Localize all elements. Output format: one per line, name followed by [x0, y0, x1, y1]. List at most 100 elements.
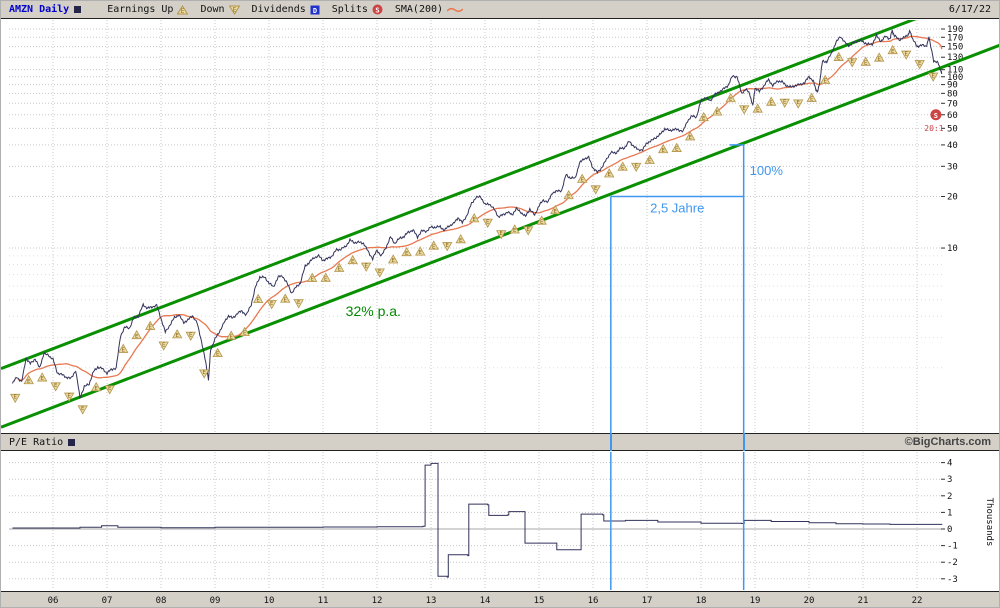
earnings-down-marker: [64, 392, 75, 402]
earnings-up-marker: [212, 347, 223, 357]
svg-text:E: E: [594, 186, 597, 192]
earnings-up-marker: [455, 233, 466, 244]
earnings-down-marker: [739, 105, 750, 115]
earnings-down-marker: [482, 218, 493, 228]
svg-text:20: 20: [947, 192, 958, 202]
svg-text:E: E: [702, 116, 705, 122]
legend-splits-label: Splits: [331, 4, 368, 15]
earnings-up-marker: [820, 74, 831, 84]
svg-text:170: 170: [947, 33, 963, 43]
svg-text:E: E: [176, 333, 179, 339]
earnings-up-marker: [131, 329, 142, 340]
year-tick-11: 11: [317, 596, 329, 606]
earnings-up-marker: [685, 131, 696, 141]
svg-text:D: D: [313, 7, 317, 15]
earnings-up-marker: [617, 161, 628, 171]
svg-text:E: E: [581, 178, 584, 184]
dividends-icon: D: [310, 5, 320, 15]
svg-text:E: E: [473, 217, 476, 223]
svg-text:E: E: [311, 277, 314, 283]
earnings-down-icon: E: [228, 5, 240, 15]
splits-icon: S: [372, 4, 383, 15]
legend-splits: Splits S: [332, 4, 383, 15]
svg-text:-2: -2: [947, 558, 958, 568]
measure-vline-bridge-a: [609, 433, 612, 451]
svg-text:90: 90: [947, 81, 958, 91]
svg-text:E: E: [527, 227, 530, 233]
legend-earnings-down-label: Down: [200, 4, 225, 15]
earnings-up-marker: [145, 320, 156, 330]
svg-text:E: E: [716, 110, 719, 116]
svg-text:S: S: [934, 112, 938, 120]
svg-text:E: E: [810, 97, 813, 103]
svg-text:E: E: [27, 379, 30, 385]
year-tick-17: 17: [641, 596, 653, 606]
svg-text:E: E: [365, 263, 368, 269]
svg-text:E: E: [14, 395, 17, 401]
svg-text:E: E: [189, 332, 192, 338]
earnings-up-marker: [23, 374, 34, 385]
svg-text:E: E: [297, 300, 300, 306]
year-tick-14: 14: [479, 596, 491, 606]
earnings-up-marker: [658, 143, 669, 154]
svg-text:E: E: [54, 383, 57, 389]
earnings-up-marker: [752, 103, 763, 113]
earnings-up-marker: [698, 111, 709, 122]
svg-text:E: E: [459, 238, 462, 244]
svg-text:80: 80: [947, 89, 958, 99]
svg-text:E: E: [500, 231, 503, 237]
svg-text:E: E: [878, 56, 881, 62]
svg-text:E: E: [243, 331, 246, 337]
year-tick-08: 08: [155, 596, 167, 606]
legend-earnings-down: Down E: [200, 4, 240, 15]
channel-upper-line: [1, 20, 917, 370]
svg-text:E: E: [149, 325, 152, 331]
earnings-up-marker: [469, 213, 480, 223]
pe-gridlines: 4 3 2 1 0 -1 -2 -3: [9, 452, 958, 590]
svg-text:E: E: [324, 276, 327, 282]
earnings-down-marker: [50, 382, 61, 392]
svg-text:E: E: [41, 376, 44, 382]
svg-text:130: 130: [947, 53, 963, 63]
svg-text:E: E: [932, 73, 935, 79]
svg-text:E: E: [905, 51, 908, 57]
price-line: [12, 29, 943, 399]
earnings-down-marker: [442, 242, 453, 252]
earnings-down-marker: [293, 299, 304, 309]
earnings-up-marker: [428, 240, 439, 250]
svg-text:E: E: [797, 100, 800, 106]
earnings-markers: E E E E E E E E E E E E E E E E E E E E E E E E E E E E E E E E E E E E E E E E…: [10, 44, 939, 415]
svg-text:E: E: [405, 251, 408, 257]
svg-text:E: E: [783, 99, 786, 105]
svg-text:10: 10: [947, 244, 958, 254]
svg-text:30: 30: [947, 162, 958, 172]
legend-earnings-up-label: Earnings Up: [107, 4, 174, 15]
earnings-up-marker: [91, 381, 102, 392]
svg-text:E: E: [689, 135, 692, 141]
svg-text:E: E: [756, 107, 759, 113]
earnings-up-marker: [671, 142, 682, 152]
svg-text:E: E: [824, 79, 827, 85]
price-series-chip: [74, 6, 82, 13]
earnings-up-marker: [577, 173, 588, 183]
legend-earnings-up: Earnings Up E: [107, 4, 189, 15]
svg-text:E: E: [284, 297, 287, 303]
pe-series-chip: [68, 438, 76, 446]
legend-sma: SMA(200): [395, 4, 464, 15]
year-tick-12: 12: [371, 596, 383, 606]
svg-text:E: E: [162, 342, 165, 348]
svg-text:E: E: [648, 159, 651, 165]
svg-text:70: 70: [947, 99, 958, 109]
year-tick-18: 18: [695, 596, 707, 606]
svg-text:2: 2: [947, 492, 952, 502]
earnings-up-marker: [860, 56, 871, 66]
svg-text:E: E: [513, 228, 516, 234]
year-tick-15: 15: [533, 596, 545, 606]
pe-title: P/E Ratio: [9, 436, 64, 448]
svg-text:-3: -3: [947, 575, 958, 585]
svg-text:50: 50: [947, 124, 958, 134]
svg-text:E: E: [540, 219, 543, 225]
